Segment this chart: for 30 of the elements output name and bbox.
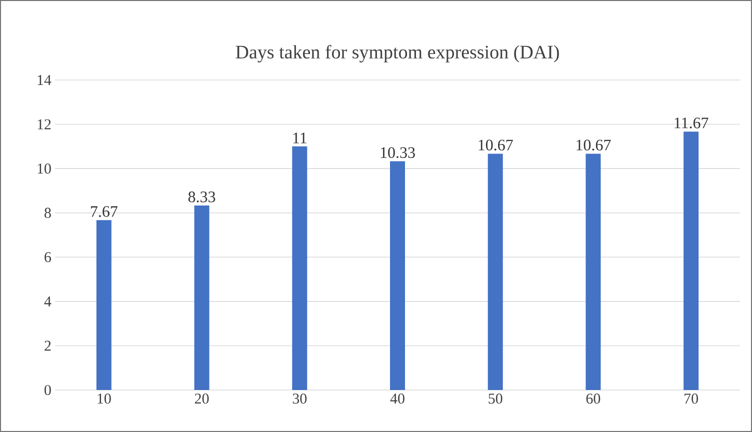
y-tick-label: 8	[44, 208, 51, 218]
y-tick-label: 2	[44, 340, 51, 351]
chart-title: Days taken for symptom expression (DAI)	[236, 44, 559, 62]
x-tick-label: 20	[194, 394, 209, 404]
data-label: 11	[293, 132, 306, 144]
data-label: 11.67	[674, 118, 708, 128]
x-tick-label: 60	[586, 394, 600, 404]
bar	[194, 206, 210, 390]
x-tick-label: 50	[488, 394, 502, 404]
bar	[488, 154, 503, 390]
data-label: 10.33	[380, 147, 415, 158]
y-tick-label: 4	[44, 296, 52, 306]
bar	[586, 154, 601, 390]
y-tick-label: 6	[44, 252, 52, 262]
bar	[96, 220, 112, 390]
x-tick-label: 70	[684, 394, 698, 404]
y-tick-label: 14	[38, 75, 52, 85]
x-tick-label: 40	[390, 394, 404, 404]
y-tick-label: 0	[44, 384, 51, 396]
x-tick-label: 30	[292, 394, 307, 404]
bar	[684, 132, 699, 390]
data-label: 10.67	[576, 140, 611, 151]
data-label: 8.33	[188, 191, 216, 202]
x-tick-label: 10	[98, 394, 111, 404]
data-label: 7.67	[90, 206, 118, 217]
bar	[292, 146, 308, 390]
bar	[390, 161, 405, 390]
y-tick-label: 12	[38, 119, 51, 130]
y-tick-label: 10	[38, 164, 51, 174]
data-label: 10.67	[478, 140, 513, 151]
